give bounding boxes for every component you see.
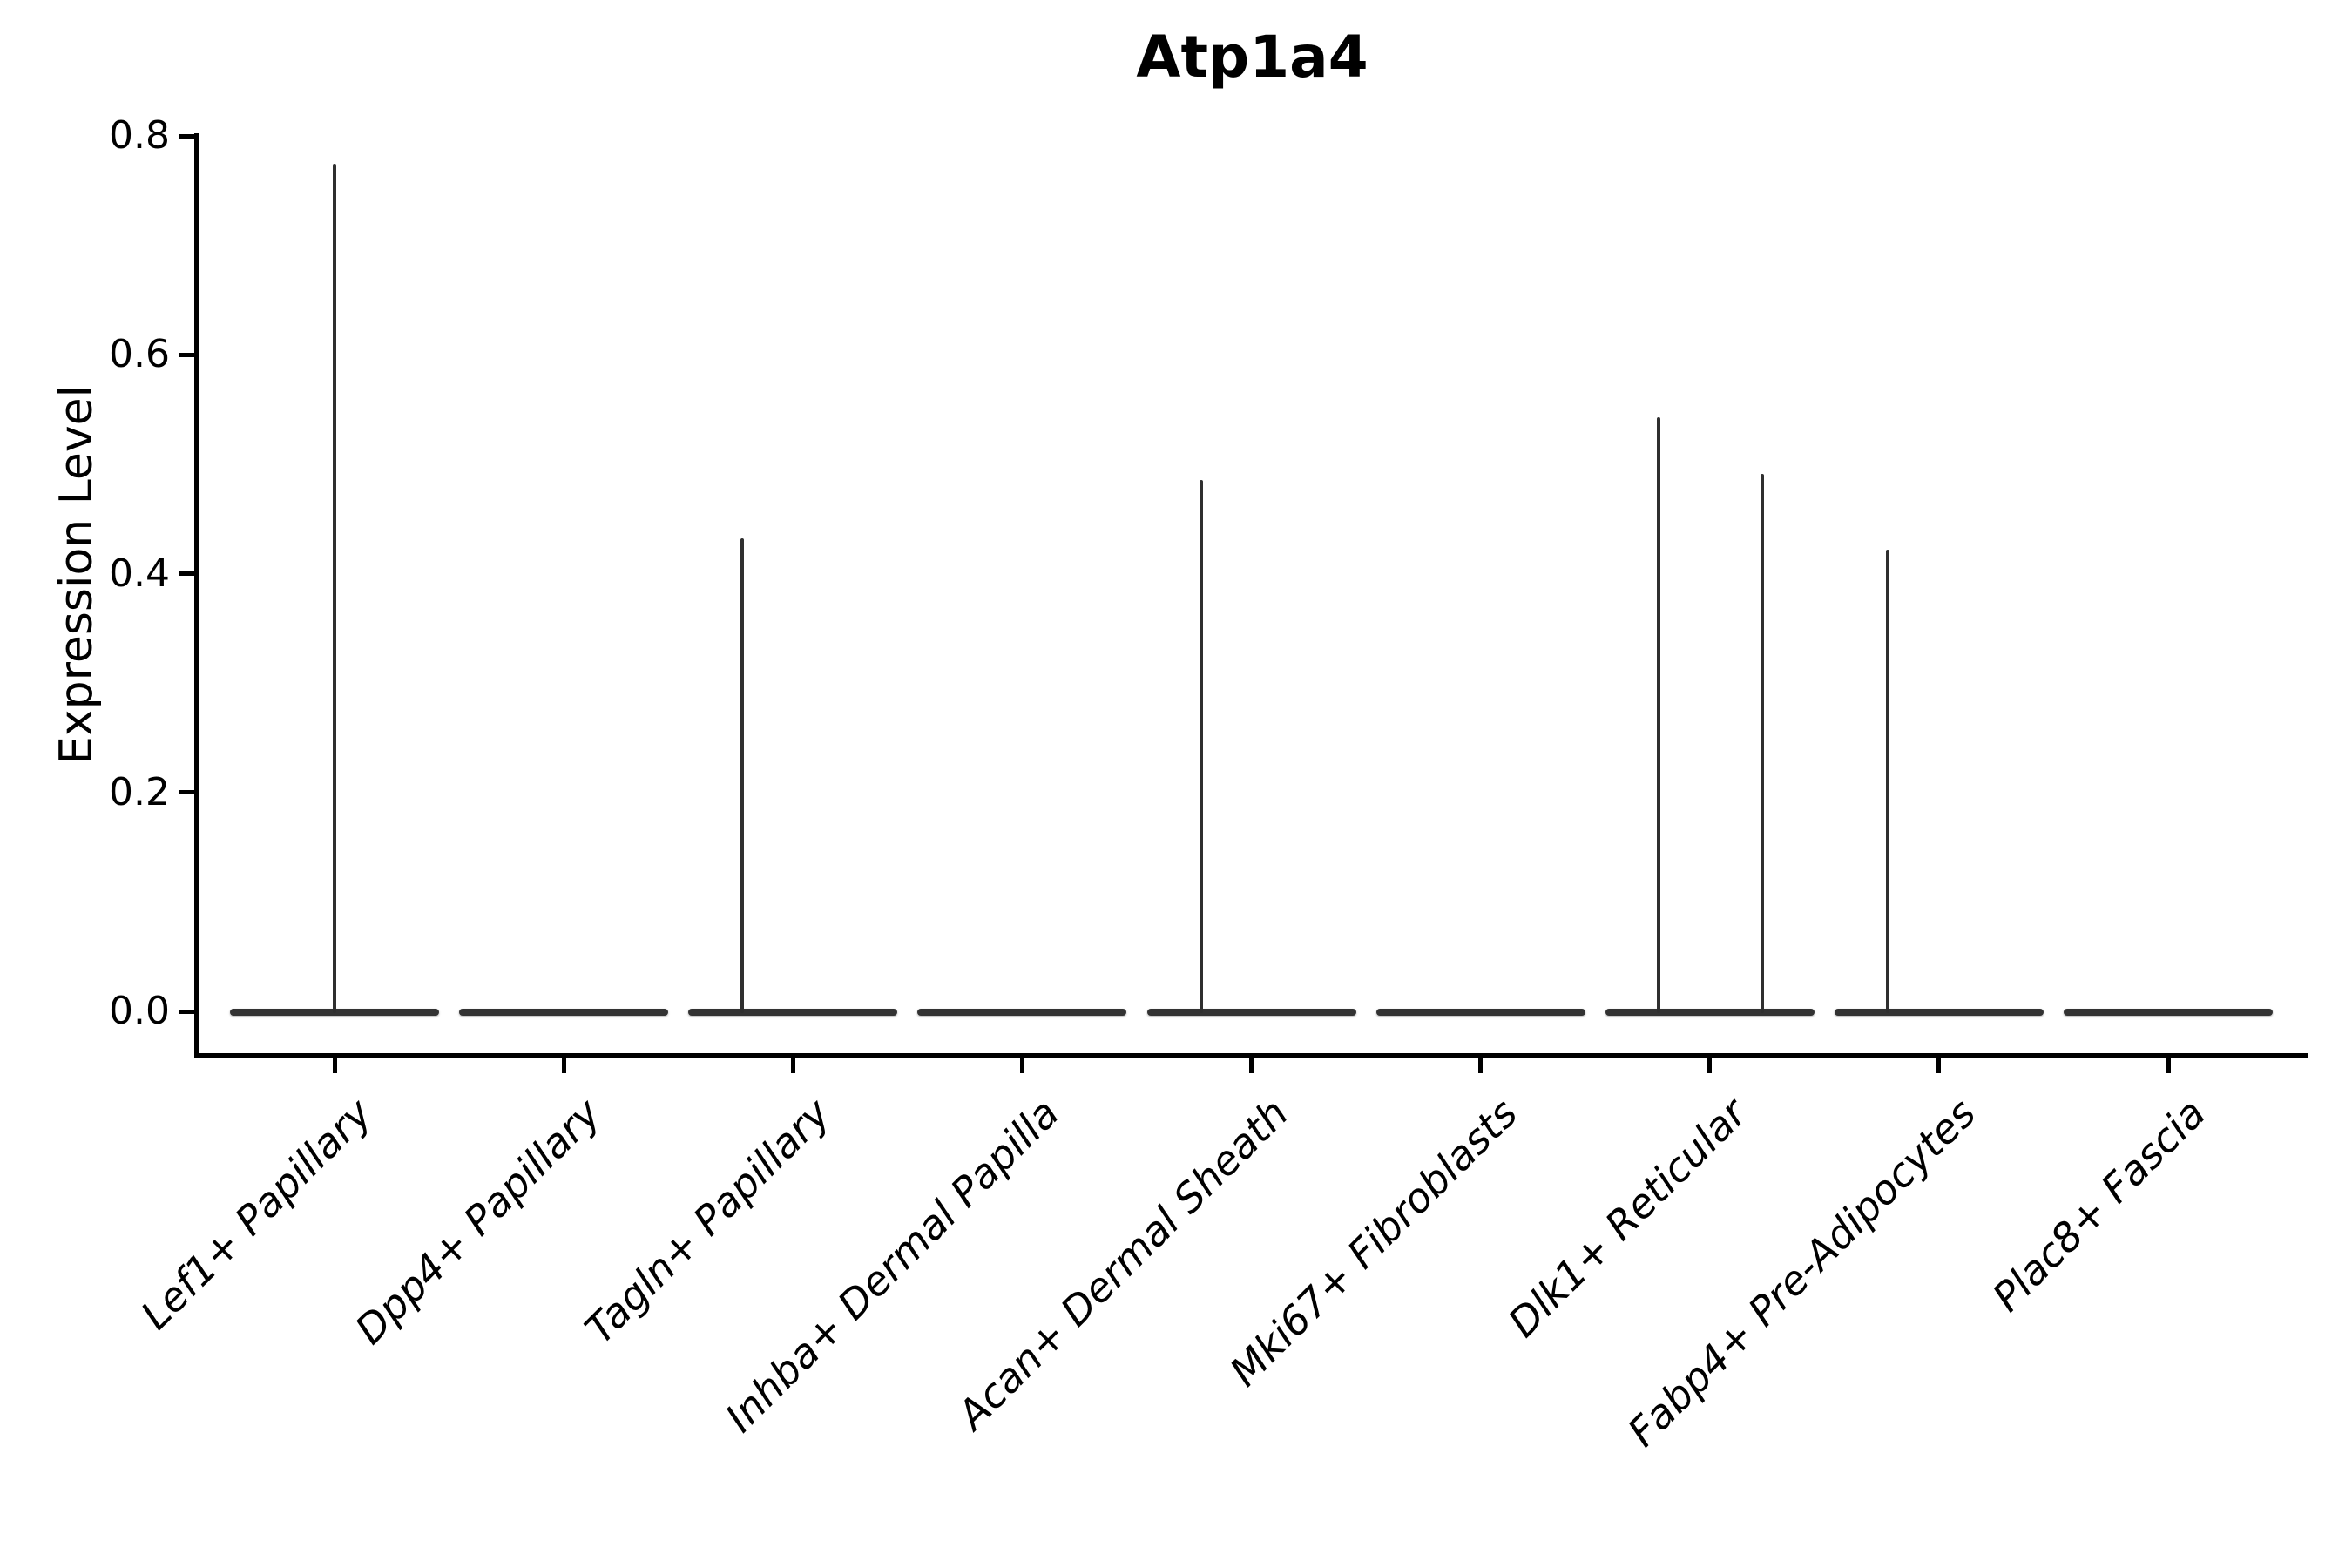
- x-tick-label: Dpp4+ Papillary: [346, 1089, 610, 1354]
- x-tick-mark: [332, 1056, 337, 1073]
- y-axis-label: Expression Level: [51, 384, 103, 766]
- violin-spike: [740, 538, 745, 1013]
- x-tick-label: Plac8+ Fascia: [1983, 1089, 2214, 1321]
- violin-base: [1834, 1008, 2044, 1016]
- x-tick-mark: [1249, 1056, 1254, 1073]
- x-tick-mark: [2166, 1056, 2171, 1073]
- violin-base: [1605, 1008, 1815, 1016]
- violin-base: [688, 1008, 898, 1016]
- violin-base: [917, 1008, 1127, 1016]
- x-tick-label: Lef1+ Papillary: [131, 1089, 381, 1339]
- x-tick-label: Tagln+ Papillary: [575, 1089, 840, 1353]
- violin-spike: [1656, 416, 1660, 1013]
- y-tick-mark: [179, 1009, 196, 1014]
- x-tick-mark: [561, 1056, 566, 1073]
- x-tick-mark: [1019, 1056, 1024, 1073]
- violin-base: [459, 1008, 669, 1016]
- violin-spike: [1199, 479, 1203, 1013]
- y-axis-spine: [194, 133, 199, 1058]
- x-tick-mark: [1478, 1056, 1484, 1073]
- chart-title: Atp1a4: [1136, 24, 1369, 91]
- violin-spike: [1760, 474, 1764, 1013]
- violin-spike: [333, 163, 336, 1013]
- x-tick-label: Dlk1+ Reticular: [1498, 1089, 1756, 1347]
- violin-base: [2064, 1008, 2274, 1016]
- y-tick-mark: [179, 571, 196, 577]
- y-tick-mark: [179, 790, 196, 795]
- y-tick-label: 0.0: [109, 989, 170, 1033]
- x-axis-spine: [194, 1053, 2308, 1058]
- x-tick-mark: [1707, 1056, 1713, 1073]
- x-tick-mark: [1936, 1056, 1942, 1073]
- y-tick-label: 0.2: [109, 769, 170, 814]
- violin-spike: [1885, 549, 1889, 1013]
- violin-base: [1146, 1008, 1356, 1016]
- y-tick-label: 0.8: [109, 113, 170, 159]
- x-tick-mark: [790, 1056, 795, 1073]
- y-tick-label: 0.6: [109, 332, 170, 377]
- violin-base: [1375, 1008, 1585, 1016]
- y-tick-label: 0.4: [109, 551, 170, 596]
- y-tick-mark: [179, 352, 196, 357]
- y-tick-mark: [179, 133, 196, 139]
